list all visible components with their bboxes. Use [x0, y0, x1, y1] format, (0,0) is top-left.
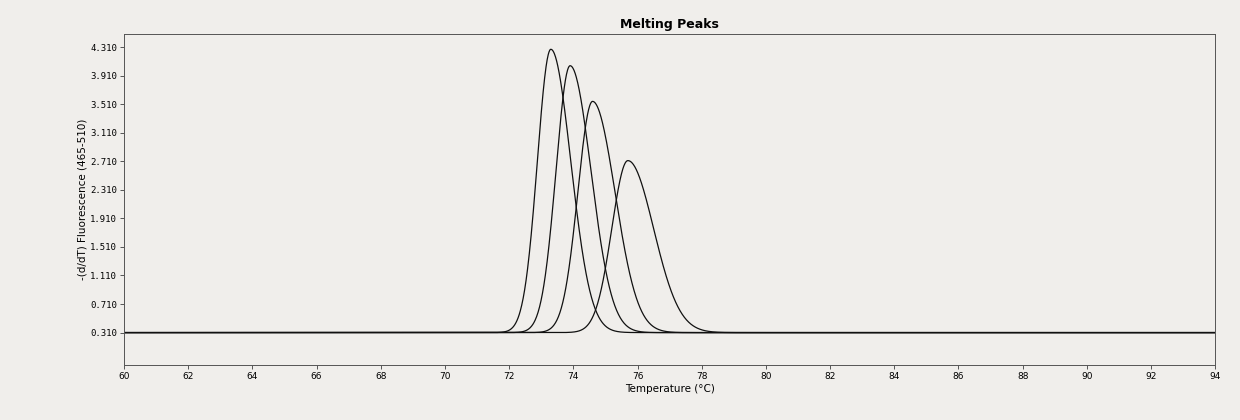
Title: Melting Peaks: Melting Peaks — [620, 18, 719, 31]
X-axis label: Temperature (°C): Temperature (°C) — [625, 384, 714, 394]
Y-axis label: -(d/dT) Fluorescence (465-510): -(d/dT) Fluorescence (465-510) — [77, 119, 87, 280]
